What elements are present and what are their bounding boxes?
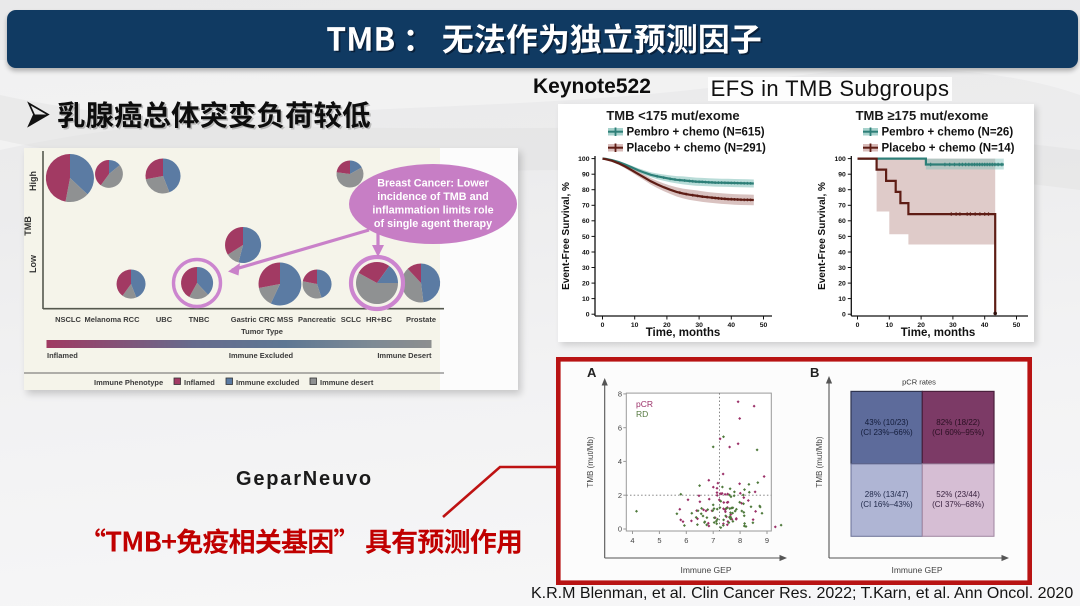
svg-text:Event-Free Survival, %: Event-Free Survival, %: [817, 182, 828, 290]
svg-text:5: 5: [657, 536, 661, 545]
svg-text:Immune GEP: Immune GEP: [680, 565, 731, 575]
svg-text:SCLC: SCLC: [341, 315, 362, 324]
svg-text:Time, months: Time, months: [646, 327, 721, 339]
svg-text:10: 10: [582, 296, 590, 303]
svg-text:20: 20: [838, 281, 846, 288]
svg-text:80: 80: [582, 187, 590, 194]
svg-text:10: 10: [886, 322, 894, 329]
svg-text:70: 70: [838, 203, 846, 210]
svg-text:0: 0: [601, 322, 605, 329]
svg-text:Pembro + chemo (N=26): Pembro + chemo (N=26): [882, 127, 1014, 139]
svg-text:Immune GEP: Immune GEP: [891, 565, 942, 575]
svg-text:(CI 37%–68%): (CI 37%–68%): [932, 500, 984, 509]
svg-text:2: 2: [618, 491, 622, 500]
svg-text:Inflamed: Inflamed: [47, 351, 78, 360]
svg-text:Immune excluded: Immune excluded: [236, 378, 300, 387]
svg-text:Breast Cancer: Lower: Breast Cancer: Lower: [377, 178, 489, 190]
svg-text:TNBC: TNBC: [189, 315, 210, 324]
svg-text:4: 4: [618, 457, 622, 466]
svg-text:82% (18/22): 82% (18/22): [936, 418, 980, 427]
svg-text:10: 10: [631, 322, 639, 329]
svg-text:TMB <175 mut/exome: TMB <175 mut/exome: [606, 108, 739, 123]
svg-text:0: 0: [842, 312, 846, 319]
svg-text:7: 7: [711, 536, 715, 545]
svg-text:50: 50: [582, 234, 590, 241]
svg-text:RD: RD: [636, 409, 648, 419]
svg-text:50: 50: [838, 234, 846, 241]
svg-text:TMB (mut/Mb): TMB (mut/Mb): [815, 436, 824, 487]
svg-text:6: 6: [684, 536, 688, 545]
svg-text:of single agent therapy: of single agent therapy: [374, 218, 492, 230]
svg-text:Pembro + chemo (N=615): Pembro + chemo (N=615): [627, 127, 765, 139]
svg-text:Gastric CRC MSS: Gastric CRC MSS: [231, 315, 294, 324]
svg-text:(CI 23%–66%): (CI 23%–66%): [861, 428, 913, 437]
svg-text:A: A: [587, 365, 597, 380]
svg-text:UBC: UBC: [156, 315, 173, 324]
svg-text:8: 8: [738, 536, 742, 545]
svg-text:High: High: [28, 171, 38, 191]
svg-text:100: 100: [834, 156, 846, 163]
svg-text:40: 40: [838, 249, 846, 256]
svg-text:(CI 60%–95%): (CI 60%–95%): [932, 428, 984, 437]
svg-text:50: 50: [760, 322, 768, 329]
svg-text:Event-Free Survival, %: Event-Free Survival, %: [561, 182, 572, 290]
svg-text:4: 4: [630, 536, 634, 545]
svg-text:40: 40: [981, 322, 989, 329]
svg-text:Immune Phenotype: Immune Phenotype: [94, 378, 163, 387]
svg-text:TMB ≥175 mut/exome: TMB ≥175 mut/exome: [856, 108, 989, 123]
svg-text:90: 90: [582, 172, 590, 179]
svg-text:20: 20: [663, 322, 671, 329]
svg-text:60: 60: [582, 218, 590, 225]
svg-text:0: 0: [618, 525, 622, 534]
svg-text:30: 30: [582, 265, 590, 272]
svg-text:30: 30: [695, 322, 703, 329]
svg-text:100: 100: [578, 156, 590, 163]
svg-text:Immune desert: Immune desert: [320, 378, 374, 387]
svg-text:TMB (mut/Mb): TMB (mut/Mb): [586, 436, 595, 487]
svg-text:incidence of TMB and: incidence of TMB and: [377, 191, 489, 203]
svg-text:Prostate: Prostate: [406, 315, 436, 324]
svg-text:6: 6: [618, 423, 622, 432]
svg-text:70: 70: [582, 203, 590, 210]
svg-text:8: 8: [618, 390, 622, 399]
svg-text:80: 80: [838, 187, 846, 194]
svg-text:43% (10/23): 43% (10/23): [865, 418, 909, 427]
svg-text:pCR: pCR: [636, 399, 653, 409]
svg-text:NSCLC: NSCLC: [55, 315, 81, 324]
svg-text:40: 40: [728, 322, 736, 329]
svg-text:20: 20: [917, 322, 925, 329]
svg-text:Inflamed: Inflamed: [184, 378, 215, 387]
svg-text:(CI 16%–43%): (CI 16%–43%): [861, 500, 913, 509]
svg-text:60: 60: [838, 218, 846, 225]
svg-text:Tumor Type: Tumor Type: [241, 327, 283, 336]
svg-text:Melanoma RCC: Melanoma RCC: [84, 315, 140, 324]
svg-text:10: 10: [838, 296, 846, 303]
svg-text:Immune Excluded: Immune Excluded: [229, 351, 294, 360]
svg-text:0: 0: [586, 312, 590, 319]
svg-text:90: 90: [838, 172, 846, 179]
svg-text:B: B: [810, 365, 819, 380]
svg-text:HR+BC: HR+BC: [366, 315, 393, 324]
svg-text:40: 40: [582, 249, 590, 256]
svg-text:52% (23/44): 52% (23/44): [936, 490, 980, 499]
svg-text:Placebo + chemo (N=14): Placebo + chemo (N=14): [882, 143, 1015, 155]
svg-text:9: 9: [765, 536, 769, 545]
svg-text:inflammation limits role: inflammation limits role: [372, 205, 493, 217]
svg-text:pCR rates: pCR rates: [902, 378, 936, 387]
svg-text:Pancreatic: Pancreatic: [298, 315, 336, 324]
svg-text:0: 0: [856, 322, 860, 329]
svg-text:30: 30: [949, 322, 957, 329]
svg-text:TMB: TMB: [24, 216, 33, 236]
svg-text:Placebo + chemo (N=291): Placebo + chemo (N=291): [627, 143, 767, 155]
svg-text:30: 30: [838, 265, 846, 272]
svg-text:20: 20: [582, 281, 590, 288]
svg-text:Low: Low: [28, 254, 38, 273]
svg-text:50: 50: [1013, 322, 1021, 329]
svg-text:Time, months: Time, months: [901, 327, 976, 339]
svg-text:28% (13/47): 28% (13/47): [865, 490, 909, 499]
svg-text:Immune Desert: Immune Desert: [377, 351, 432, 360]
